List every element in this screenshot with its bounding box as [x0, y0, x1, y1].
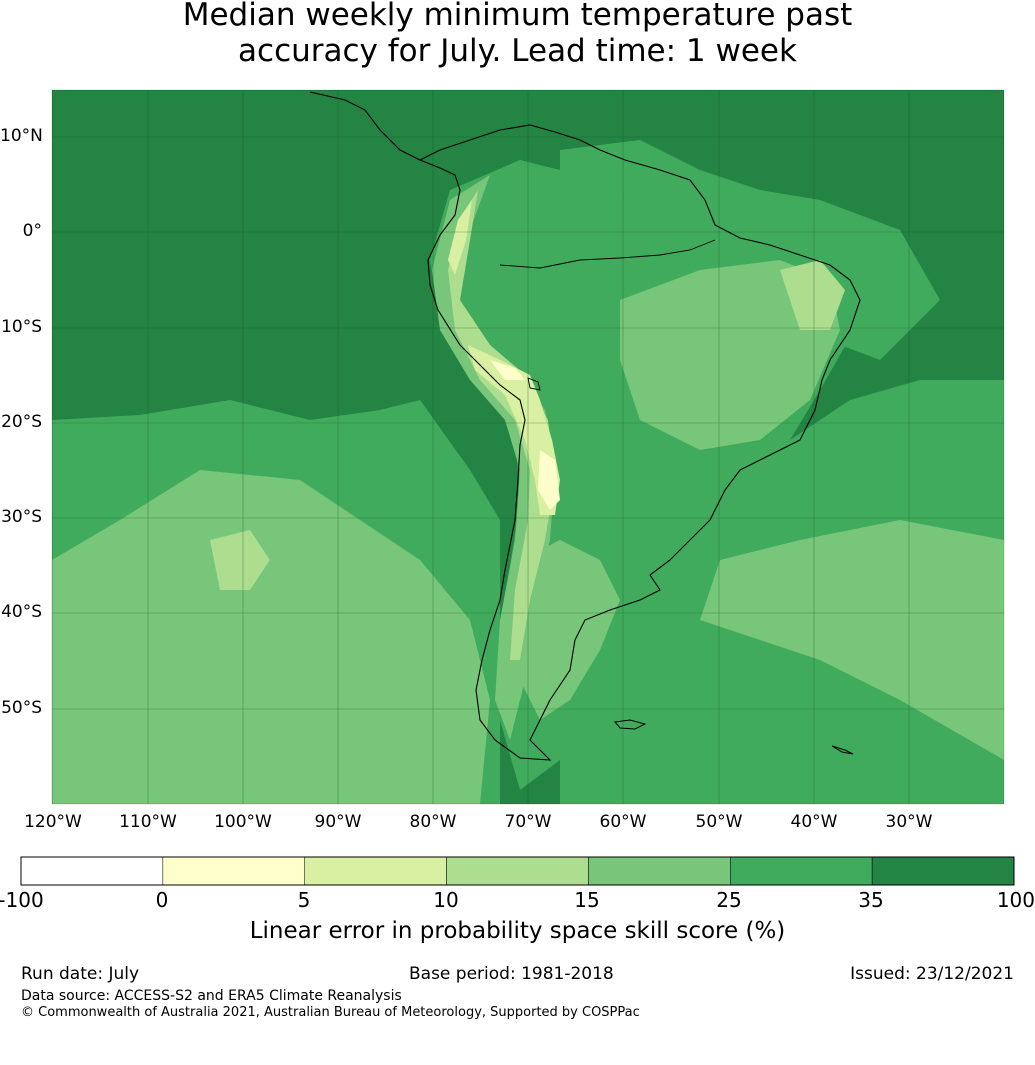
south-america-coastline [309, 91, 861, 761]
colorbar-tick-10: 10 [433, 888, 459, 912]
lake-titicaca [527, 377, 541, 391]
lon-label-70w: 70°W [504, 812, 552, 832]
colorbar-segment-3 [446, 856, 589, 886]
lon-label-30w: 30°W [885, 812, 933, 832]
field-band-5-10-north-andes [448, 200, 472, 275]
colorbar-tick-minus-100: -100 [0, 888, 44, 912]
map-title-line-2: accuracy for July. Lead time: 1 week [238, 33, 797, 69]
colorbar-segment-0 [20, 856, 164, 886]
colorbar-segment-2 [304, 856, 447, 886]
field-band-15-25-south-pacific [52, 470, 490, 804]
field-band-0-5-altiplano [538, 450, 560, 510]
field-band-10-15-brazil-patch [780, 260, 845, 330]
field-band-15-25-south-atlantic [700, 520, 1004, 760]
colorbar-segment-5 [730, 856, 873, 886]
field-band-15-25-southern-cone [520, 540, 620, 720]
colorbar-label: Linear error in probability space skill … [249, 918, 786, 944]
colorbar [20, 856, 1015, 886]
run-date: Run date: July [21, 964, 140, 984]
lon-label-110w: 110°W [119, 812, 177, 832]
lat-label-10n: 10°N [0, 126, 43, 146]
colorbar-segment-6 [871, 856, 1015, 886]
map-title-line-1: Median weekly minimum temperature past [182, 0, 853, 33]
falkland-islands [614, 719, 647, 730]
lat-label-10s: 10°S [1, 317, 42, 337]
lon-label-60w: 60°W [599, 812, 647, 832]
copyright: © Commonwealth of Australia 2021, Austra… [21, 1005, 640, 1020]
issued-date: Issued: 23/12/2021 [850, 964, 1014, 984]
colorbar-segment-1 [162, 856, 305, 886]
colorbar-tick-0: 0 [155, 888, 169, 912]
colorbar-segment-4 [588, 856, 731, 886]
field-band-5-10-andes [468, 345, 560, 515]
gridlines [52, 90, 1004, 804]
field-band-10-15-pacific-patch [210, 530, 270, 590]
skill-score-map [20, 89, 1015, 886]
lon-label-40w: 40°W [790, 812, 838, 832]
lon-label-90w: 90°W [314, 812, 362, 832]
data-source: Data source: ACCESS-S2 and ERA5 Climate … [21, 988, 402, 1004]
lat-label-0: 0° [22, 221, 42, 241]
colorbar-tick-15: 15 [574, 888, 600, 912]
lat-label-50s: 50°S [1, 698, 42, 718]
lon-label-100w: 100°W [214, 812, 272, 832]
base-period: Base period: 1981-2018 [409, 964, 614, 984]
amazon-river [499, 239, 716, 269]
colorbar-tick-25: 25 [716, 888, 742, 912]
lat-label-30s: 30°S [1, 507, 42, 527]
map-field [52, 90, 1004, 804]
lon-label-120w: 120°W [24, 812, 82, 832]
colorbar-tick-5: 5 [297, 888, 311, 912]
lat-label-40s: 40°S [1, 602, 42, 622]
south-georgia [831, 745, 854, 755]
field-band-0-5-peru [490, 360, 525, 380]
lon-label-80w: 80°W [409, 812, 457, 832]
colorbar-tick-35: 35 [858, 888, 884, 912]
colorbar-tick-100: 100 [996, 888, 1035, 912]
colorbar-outline [20, 856, 1015, 886]
lon-label-50w: 50°W [695, 812, 743, 832]
lat-label-20s: 20°S [1, 412, 42, 432]
field-band-15-25-brazil [620, 260, 840, 450]
